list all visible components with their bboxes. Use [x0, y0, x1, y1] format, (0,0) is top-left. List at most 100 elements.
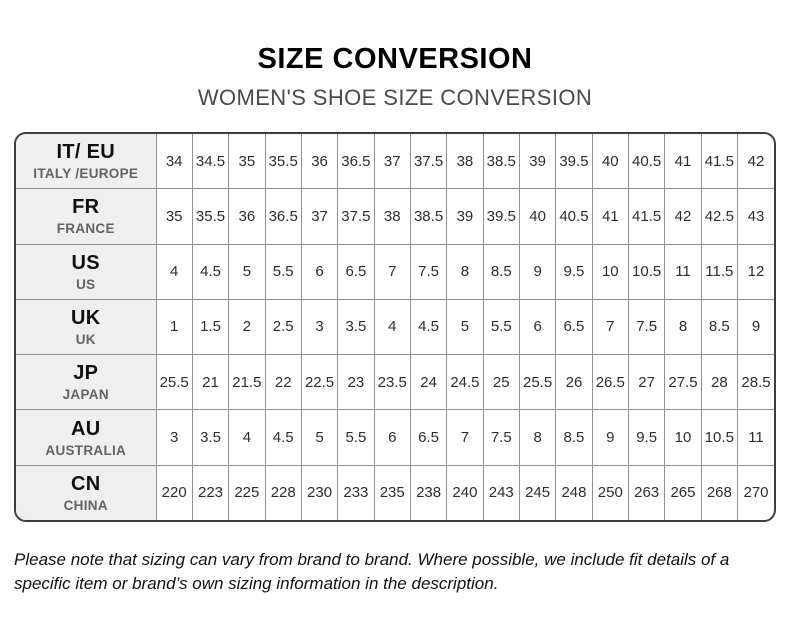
size-value-cell: 228	[265, 465, 302, 520]
row-code: UK	[71, 306, 101, 329]
size-value-cell: 248	[555, 465, 593, 520]
size-value-cell: 11	[664, 244, 702, 300]
size-value-cell: 8	[519, 409, 557, 466]
size-value-cell: 3.5	[337, 299, 375, 356]
size-value-cell: 21	[192, 354, 230, 411]
row-label-cell: UK UK	[16, 299, 157, 356]
size-value-cell: 4	[228, 409, 266, 466]
row-region: CHINA	[63, 497, 108, 513]
size-value-cell: 6	[301, 244, 339, 300]
size-value-cell: 7	[374, 244, 411, 300]
size-value-cell: 233	[337, 465, 375, 520]
page-title: SIZE CONVERSION	[257, 43, 533, 75]
size-value-cell: 245	[519, 465, 557, 520]
size-value-cell: 11.5	[701, 244, 739, 300]
size-value-cell: 39.5	[483, 188, 520, 245]
size-value-cell: 263	[628, 465, 666, 520]
size-value-cell: 1	[156, 299, 193, 356]
size-value-cell: 11	[737, 409, 774, 466]
size-value-cell: 39	[519, 134, 557, 190]
row-code: JP	[73, 362, 99, 385]
size-value-cell: 250	[592, 465, 629, 520]
size-value-cell: 238	[410, 465, 448, 520]
sizing-disclaimer-note: Please note that sizing can vary from br…	[14, 550, 730, 594]
row-region: UK	[75, 331, 96, 347]
size-value-cell: 5	[228, 244, 266, 300]
size-value-cell: 26.5	[592, 354, 629, 411]
size-value-cell: 6.5	[555, 299, 593, 356]
size-value-cell: 235	[374, 465, 411, 520]
size-value-cell: 8.5	[483, 244, 520, 300]
row-region: FRANCE	[56, 221, 115, 237]
size-value-cell: 36.5	[337, 134, 375, 190]
row-region: ITALY /EUROPE	[33, 166, 139, 182]
size-value-cell: 40.5	[555, 188, 593, 245]
size-value-cell: 41	[592, 188, 629, 245]
size-value-cell: 5	[446, 299, 484, 356]
table-row: FR FRANCE 35 35.5 36 36.5 37 37.5 38 38.5 39 39.5…	[16, 188, 774, 245]
size-value-cell: 37	[301, 188, 339, 245]
row-label-cell: IT/ EU ITALY /EUROPE	[16, 134, 157, 190]
size-value-cell: 25.5	[156, 354, 193, 411]
size-value-cell: 41	[664, 134, 702, 190]
size-value-cell: 3	[156, 409, 193, 466]
size-value-cell: 7	[592, 299, 629, 356]
size-value-cell: 223	[192, 465, 230, 520]
size-value-cell: 42.5	[701, 188, 739, 245]
size-value-cell: 38	[374, 188, 411, 245]
table-row: IT/ EU ITALY /EUROPE 34 34.5 35 35.5 36 36.5 3…	[16, 134, 774, 190]
row-region: AUSTRALIA	[45, 442, 127, 458]
size-value-cell: 6.5	[410, 409, 448, 466]
size-value-cell: 4.5	[410, 299, 448, 356]
size-value-cell: 27	[628, 354, 666, 411]
size-value-cell: 36	[228, 188, 266, 245]
page-subtitle: WOMEN'S SHOE SIZE CONVERSION	[197, 85, 593, 110]
size-value-cell: 37.5	[410, 134, 448, 190]
size-value-cell: 28.5	[737, 354, 774, 411]
size-value-cell: 10.5	[701, 409, 739, 466]
size-value-cell: 8.5	[555, 409, 593, 466]
size-value-cell: 4.5	[192, 244, 230, 300]
size-value-cell: 25.5	[519, 354, 557, 411]
size-value-cell: 41.5	[628, 188, 666, 245]
size-value-cell: 25	[483, 354, 520, 411]
row-code: IT/ EU	[56, 141, 115, 164]
row-label-cell: AU AUSTRALIA	[16, 409, 157, 466]
size-value-cell: 35.5	[265, 134, 302, 190]
size-value-cell: 9	[519, 244, 557, 300]
size-value-cell: 37.5	[337, 188, 375, 245]
size-value-cell: 26	[555, 354, 593, 411]
size-value-cell: 40	[519, 188, 557, 245]
size-value-cell: 24	[410, 354, 448, 411]
row-code: US	[71, 251, 100, 274]
size-value-cell: 2.5	[265, 299, 302, 356]
size-value-cell: 8	[446, 244, 484, 300]
size-value-cell: 6.5	[337, 244, 375, 300]
table-row: AU AUSTRALIA 3 3.5 4 4.5 5 5.5 6 6.5 7 7.5 8 8.5 9 9.…	[16, 409, 774, 466]
row-region: US	[76, 276, 96, 292]
size-value-cell: 3	[301, 299, 339, 356]
size-value-cell: 7.5	[483, 409, 520, 466]
size-value-cell: 5.5	[337, 409, 375, 466]
size-value-cell: 12	[737, 244, 774, 300]
size-value-cell: 34.5	[192, 134, 230, 190]
size-value-cell: 9	[737, 299, 774, 356]
size-value-cell: 27.5	[664, 354, 702, 411]
row-label-cell: US US	[16, 244, 157, 300]
size-value-cell: 2	[228, 299, 266, 356]
size-value-cell: 34	[156, 134, 193, 190]
size-value-cell: 23	[337, 354, 375, 411]
row-label-cell: CN CHINA	[16, 465, 157, 520]
size-value-cell: 35	[156, 188, 193, 245]
size-value-cell: 243	[483, 465, 520, 520]
size-value-cell: 40.5	[628, 134, 666, 190]
size-value-cell: 41.5	[701, 134, 739, 190]
size-value-cell: 4	[156, 244, 193, 300]
size-conversion-table-frame: IT/ EU ITALY /EUROPE 34 34.5 35 35.5 36 36.5 3…	[14, 132, 776, 522]
size-value-cell: 225	[228, 465, 266, 520]
size-value-cell: 9.5	[628, 409, 666, 466]
size-value-cell: 270	[743, 484, 769, 502]
row-code: FR	[72, 196, 100, 219]
size-value-cell: 43	[737, 188, 774, 245]
size-value-cell: 268	[701, 465, 739, 520]
